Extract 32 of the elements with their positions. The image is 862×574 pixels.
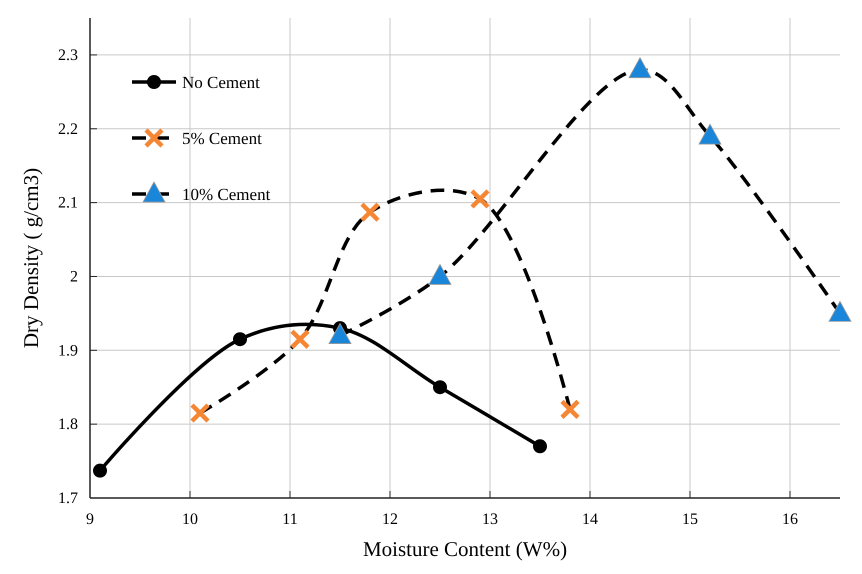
y-tick-label: 1.9 [58, 342, 78, 360]
point [433, 380, 447, 394]
x-tick-label: 14 [582, 511, 598, 528]
legend-label: 5% Cement [182, 129, 262, 148]
x-tick-label: 10 [182, 511, 198, 528]
y-tick-label: 2.2 [58, 120, 78, 138]
legend-label: No Cement [182, 73, 260, 92]
point [628, 57, 652, 78]
point [533, 439, 547, 454]
x-tick-label: 11 [282, 511, 298, 528]
x-axis-title: Moisture Content (W%) [362, 537, 568, 561]
x-tick-label: 9 [86, 511, 94, 528]
x-tick-label: 13 [482, 511, 498, 528]
y-tick-label: 1.8 [58, 416, 78, 434]
point [190, 402, 210, 424]
point [698, 124, 722, 145]
point [428, 264, 452, 285]
point [470, 188, 490, 210]
legend-label: 10% Cement [182, 185, 271, 204]
point [360, 202, 380, 222]
x-tick-label: 15 [682, 511, 698, 528]
y-tick-label: 2.3 [58, 46, 78, 64]
point [290, 328, 310, 350]
point [560, 399, 580, 420]
y-tick-label: 1.7 [58, 490, 78, 507]
point [93, 464, 107, 478]
point [233, 332, 247, 346]
y-axis-title: Dry Density ( g/cm3) [19, 168, 43, 348]
x-tick-label: 12 [382, 511, 398, 528]
x-tick-label: 16 [782, 511, 798, 528]
y-tick-label: 2 [70, 268, 78, 286]
y-tick-label: 2.1 [58, 194, 78, 212]
